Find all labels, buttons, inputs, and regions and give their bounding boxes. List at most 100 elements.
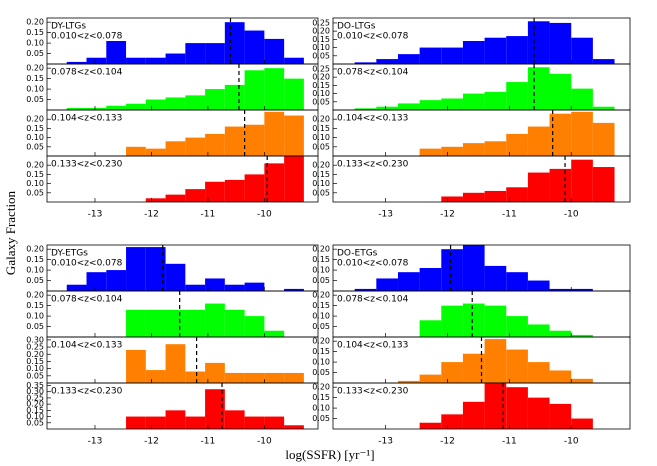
y-tick-label: 0.15 — [26, 28, 44, 37]
y-tick-label: 0.15 — [26, 170, 44, 179]
bar — [571, 334, 593, 337]
bar — [592, 167, 615, 202]
bar — [462, 143, 485, 156]
bar — [592, 59, 615, 64]
bar — [462, 401, 485, 429]
y-tick-label: 0.10 — [26, 39, 44, 48]
bar — [549, 288, 572, 291]
bar — [244, 174, 265, 202]
bar — [284, 425, 304, 429]
bar — [205, 133, 225, 156]
bar — [284, 115, 304, 156]
bar — [224, 410, 245, 429]
bar — [165, 309, 186, 337]
bar — [264, 416, 285, 429]
y-tick-label: 0.05 — [26, 418, 44, 427]
y-tick-label: 0.20 — [26, 64, 44, 73]
bar — [86, 272, 107, 291]
y-tick-label: 0.15 — [26, 74, 44, 83]
x-tick-label: -12 — [144, 210, 159, 220]
bar — [419, 374, 442, 383]
bar — [145, 309, 166, 337]
bar — [484, 141, 507, 156]
bar — [549, 73, 572, 110]
y-tick-label: 0.10 — [312, 404, 330, 413]
bar — [86, 57, 107, 64]
bar — [165, 344, 186, 383]
panel-title: DY-ETGs — [51, 249, 88, 259]
bar — [66, 284, 87, 291]
bar — [354, 288, 377, 291]
y-tick-label: 0.35 — [26, 381, 44, 390]
y-tick-label: 0.20 — [312, 27, 330, 36]
bar — [397, 54, 420, 64]
panel-label: 0.133<z<0.230 — [337, 387, 409, 397]
bar — [397, 380, 420, 383]
y-tick-label: 0.10 — [26, 312, 44, 321]
y-tick-label: 0.15 — [312, 124, 330, 133]
bar — [527, 21, 550, 65]
bar — [592, 106, 615, 110]
y-tick-label: 0.20 — [26, 400, 44, 409]
bar — [506, 272, 528, 291]
bar — [244, 372, 265, 383]
bar — [484, 305, 507, 337]
bar — [462, 245, 485, 291]
y-tick-label: 0.20 — [312, 383, 330, 392]
bar — [284, 78, 304, 110]
bar — [571, 88, 593, 110]
y-tick-label: 0.10 — [26, 364, 44, 373]
x-axis-label: log(SSFR) [yr⁻¹] — [285, 447, 374, 462]
bar — [549, 330, 572, 337]
bar — [376, 278, 398, 291]
bar — [527, 280, 550, 291]
bar — [571, 418, 593, 429]
bar — [224, 84, 245, 110]
x-tick-label: -11 — [502, 210, 517, 220]
bar — [441, 146, 463, 156]
bar — [165, 141, 186, 156]
y-tick-label: 0.10 — [312, 358, 330, 367]
y-tick-label: 0.05 — [312, 414, 330, 423]
bar — [145, 370, 166, 383]
bar — [185, 95, 206, 110]
panel-label: 0.078<z<0.104 — [337, 295, 409, 305]
y-tick-label: 0.10 — [312, 266, 330, 275]
bar — [145, 148, 166, 156]
bar — [244, 316, 265, 337]
bar — [571, 378, 593, 383]
bar — [224, 372, 245, 383]
y-axis-label: Galaxy Fraction — [3, 190, 18, 275]
y-tick-label: 0.05 — [312, 276, 330, 285]
y-tick-label: 0.10 — [312, 179, 330, 188]
bar — [571, 37, 593, 64]
bar — [165, 97, 186, 110]
y-tick-label: 0.30 — [26, 387, 44, 396]
y-tick-label: 0.20 — [26, 115, 44, 124]
bar — [126, 247, 146, 291]
y-tick-label: 0.05 — [312, 142, 330, 151]
y-tick-label: 0.25 — [312, 64, 330, 73]
panel-label: 0.010<z<0.078 — [51, 32, 123, 42]
bar — [106, 105, 127, 110]
y-tick-label: 0.05 — [312, 188, 330, 197]
x-tick-label: -12 — [440, 210, 455, 220]
x-tick-label: -10 — [257, 210, 272, 220]
x-tick-label: -11 — [201, 210, 216, 220]
bar — [145, 416, 166, 429]
y-tick-label: 0.10 — [312, 312, 330, 321]
y-tick-label: 0.05 — [26, 188, 44, 197]
bar — [185, 189, 206, 202]
bar — [106, 41, 127, 64]
bar — [354, 62, 377, 64]
bar — [506, 133, 528, 156]
bar — [549, 22, 572, 64]
bar — [376, 106, 398, 110]
bar — [264, 372, 285, 383]
bar — [527, 67, 550, 110]
y-tick-label: 0.10 — [312, 133, 330, 142]
bar — [185, 416, 206, 429]
y-tick-label: 0.25 — [26, 343, 44, 352]
bar — [354, 108, 377, 110]
bar — [185, 284, 206, 291]
